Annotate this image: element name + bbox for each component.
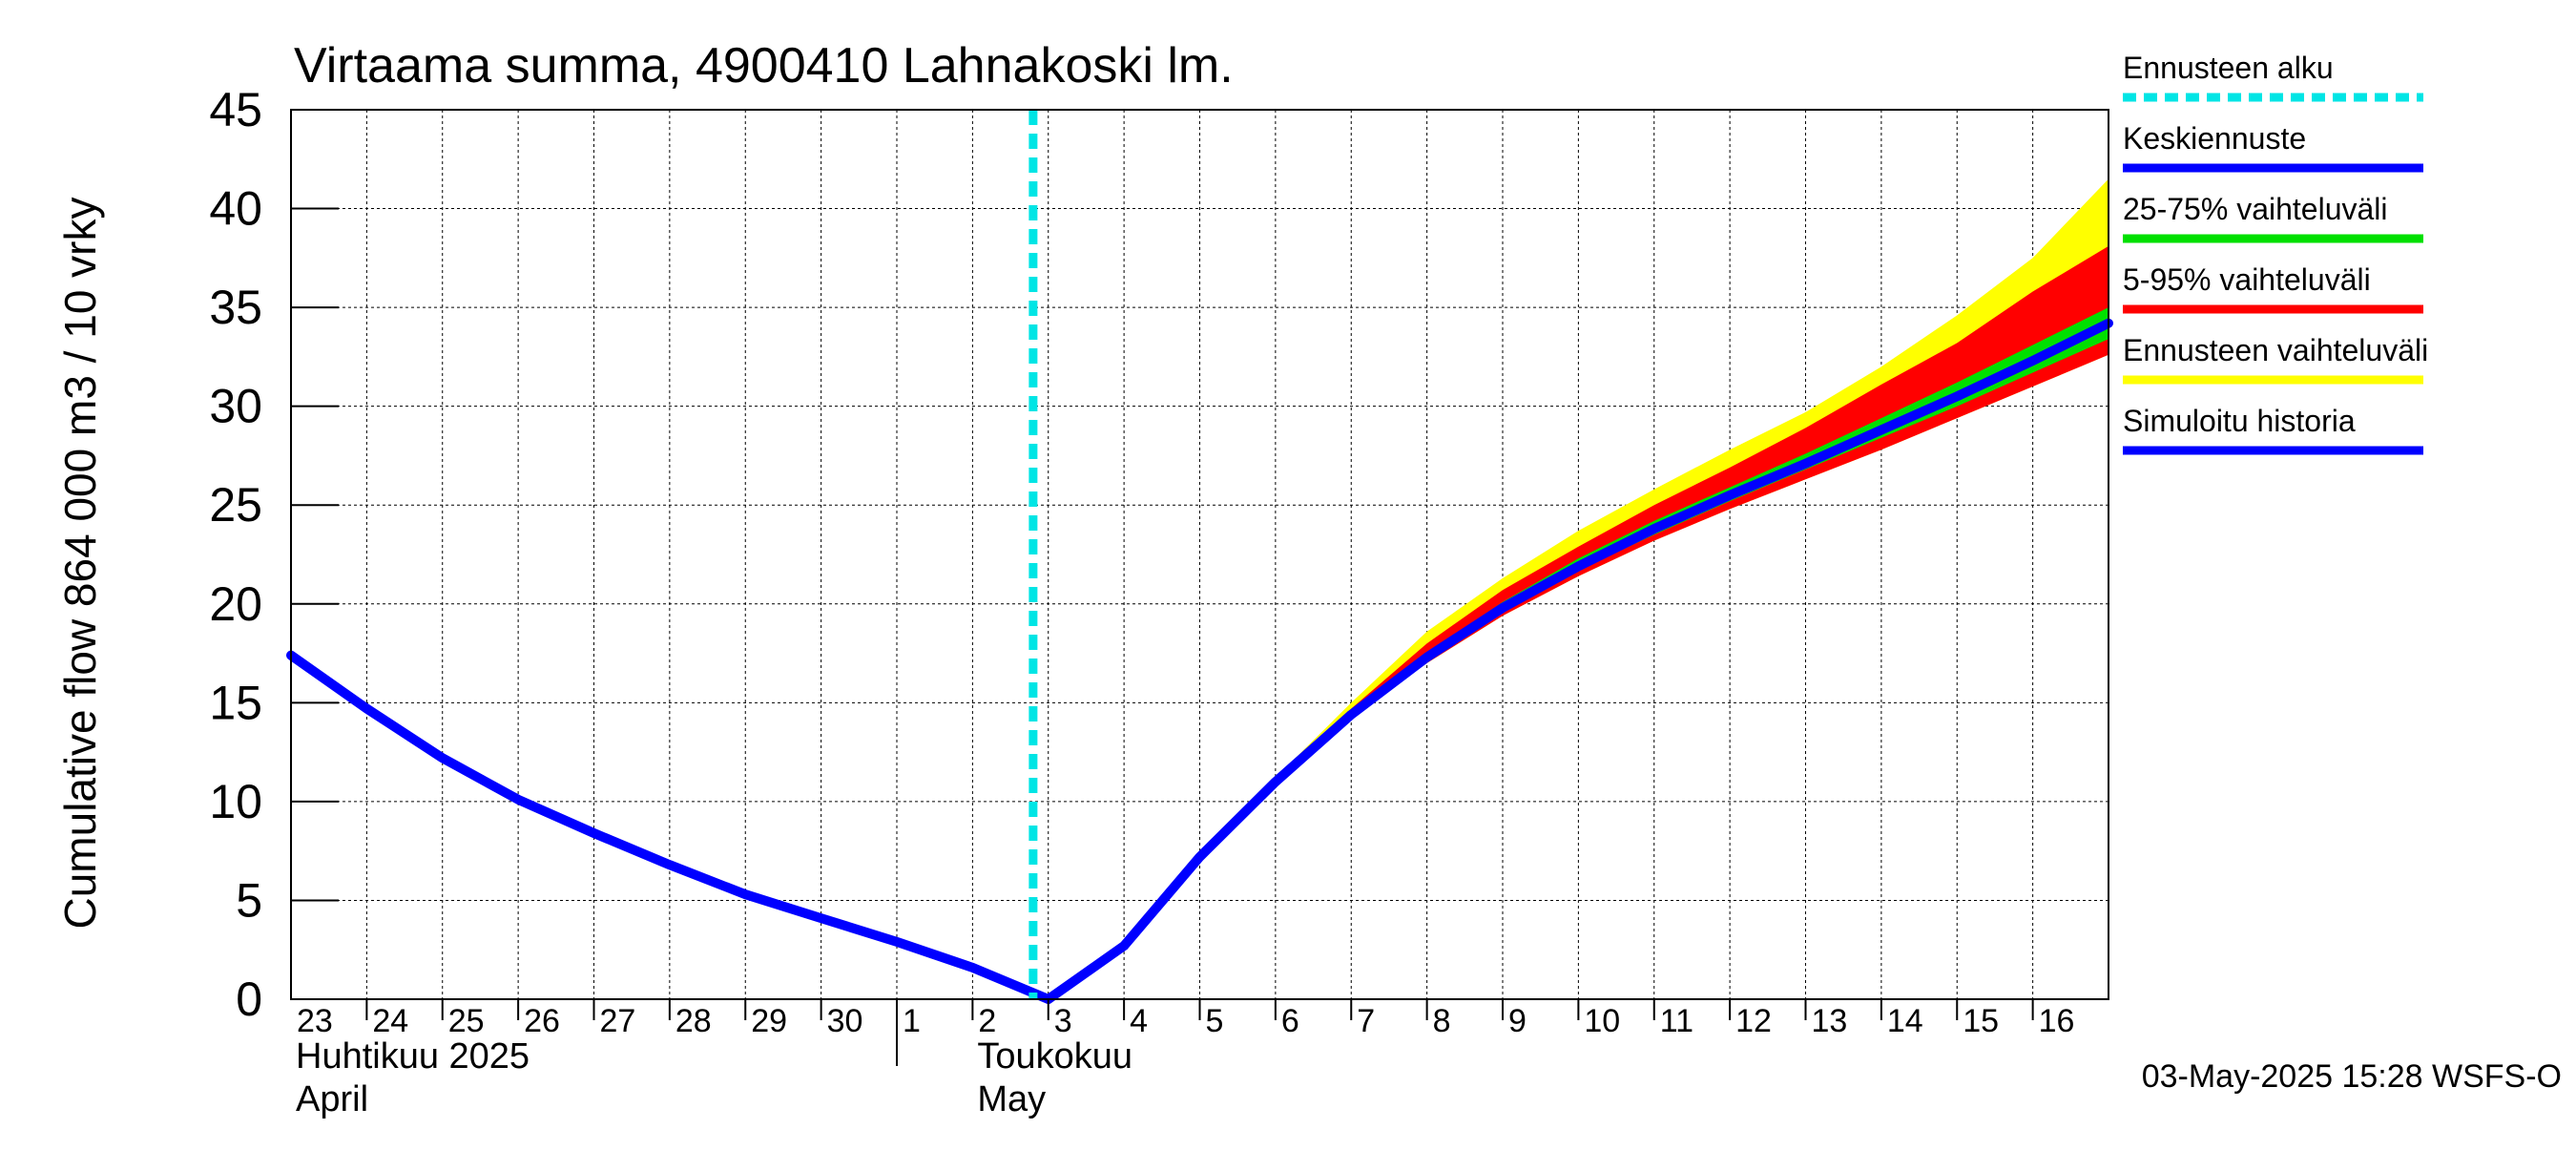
y-axis: 0 5 10 15 20 25 30 35 40 45 (209, 83, 339, 1026)
y-tick-label: 0 (236, 972, 262, 1026)
x-tick-label: 7 (1357, 1003, 1375, 1039)
x-tick-label: 9 (1508, 1003, 1527, 1039)
x-tick-label: 8 (1433, 1003, 1451, 1039)
x-tick-label: 23 (297, 1003, 333, 1039)
x-tick-label: 29 (751, 1003, 787, 1039)
month-label-line1: Toukokuu (977, 1036, 1132, 1077)
series-lines (286, 318, 2113, 1004)
series-line-simuloitu-historia (286, 650, 1053, 1004)
y-tick-label: 40 (209, 182, 262, 236)
month-label-line2: April (296, 1079, 368, 1119)
y-tick-label: 35 (209, 281, 262, 334)
legend-label: 25-75% vaihteluväli (2123, 192, 2388, 226)
x-tick-label: 3 (1054, 1003, 1072, 1039)
x-tick-label: 10 (1584, 1003, 1620, 1039)
x-axis: 23 24 25 26 27 28 29 30 1 2 3 4 5 6 7 8 9 10 11 12 13 14 15 16H… (296, 999, 2074, 1119)
x-tick-label: 16 (2039, 1003, 2075, 1039)
legend-label: Keskiennuste (2123, 121, 2306, 156)
y-tick-label: 15 (209, 676, 262, 729)
y-tick-label: 5 (236, 873, 262, 927)
x-tick-label: 12 (1735, 1003, 1772, 1039)
y-tick-label: 20 (209, 577, 262, 631)
band-ennusteen-vaihteluv-li (1275, 178, 2109, 783)
y-axis-label: Cumulative flow 864 000 m3 / 10 vrky (55, 197, 105, 929)
month-label-line2: May (977, 1079, 1046, 1119)
x-tick-label: 6 (1281, 1003, 1299, 1039)
x-tick-label: 5 (1206, 1003, 1224, 1039)
y-tick-label: 25 (209, 478, 262, 532)
y-tick-label: 45 (209, 83, 262, 136)
x-tick-label: 1 (903, 1003, 921, 1039)
x-tick-label: 26 (524, 1003, 560, 1039)
series-line-keskiennuste (1043, 318, 2113, 1004)
x-tick-label: 15 (1963, 1003, 1999, 1039)
legend: Ennusteen alku Keskiennuste 25-75% vaihtel… (2123, 51, 2428, 455)
legend-label: 5-95% vaihteluväli (2123, 262, 2371, 297)
y-tick-label: 30 (209, 380, 262, 433)
legend-label: Simuloitu historia (2123, 404, 2356, 438)
x-tick-label: 24 (372, 1003, 408, 1039)
x-tick-label: 11 (1660, 1003, 1693, 1039)
x-tick-label: 27 (600, 1003, 636, 1039)
x-tick-label: 30 (827, 1003, 863, 1039)
x-tick-label: 13 (1812, 1003, 1848, 1039)
x-tick-label: 14 (1887, 1003, 1923, 1039)
chart-title: Virtaama summa, 4900410 Lahnakoski lm. (294, 38, 1234, 94)
x-tick-label: 28 (675, 1003, 712, 1039)
legend-label: Ennusteen alku (2123, 51, 2334, 85)
legend-label: Ennusteen vaihteluväli (2123, 333, 2428, 367)
y-tick-label: 10 (209, 775, 262, 828)
grid (291, 110, 2109, 999)
x-tick-label: 25 (448, 1003, 485, 1039)
x-tick-label: 4 (1130, 1003, 1148, 1039)
footer-timestamp: 03-May-2025 15:28 WSFS-O (2142, 1058, 2562, 1095)
month-label-line1: Huhtikuu 2025 (296, 1036, 530, 1077)
x-tick-label: 2 (978, 1003, 996, 1039)
